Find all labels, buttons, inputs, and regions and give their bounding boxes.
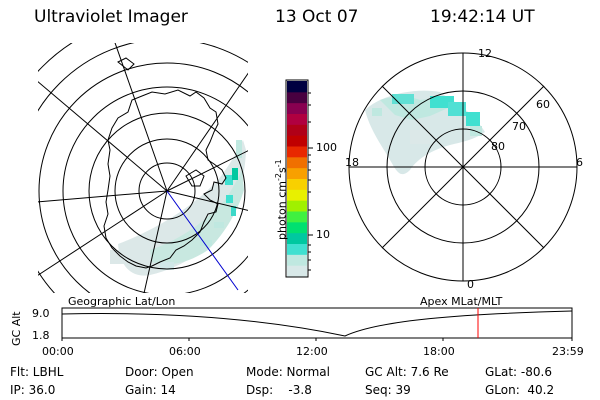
altitude-ytick-high: 9.0 — [32, 307, 50, 320]
colorbar-cell — [287, 200, 307, 212]
colorbar-cell — [287, 254, 307, 266]
time-tick-0000: 00:00 — [42, 345, 74, 358]
coastline — [103, 89, 227, 269]
colorbar — [285, 79, 313, 278]
colorbar-cell — [287, 167, 307, 179]
polar-map — [348, 52, 578, 282]
colorbar-cell — [287, 243, 307, 255]
time-tick-2359: 23:59 — [552, 345, 584, 358]
time-tick-0600: 06:00 — [169, 345, 201, 358]
right-image-data — [365, 90, 485, 175]
status-gain: Gain: 14 — [125, 383, 176, 397]
status-seq: Seq: 39 — [365, 383, 411, 397]
time-tick-1200: 12:00 — [296, 345, 328, 358]
colorbar-tick-100: 100 — [316, 141, 337, 154]
left-lat-arcs — [38, 43, 248, 293]
colorbar-cell — [287, 113, 307, 125]
mlt-lines — [349, 53, 577, 281]
colorbar-cell — [287, 102, 307, 114]
status-dsp: Dsp: -3.8 — [246, 383, 312, 397]
colorbar-tick-10: 10 — [316, 228, 330, 241]
altitude-curve — [61, 310, 573, 337]
altitude-ylabel: GC Alt — [10, 311, 23, 346]
colorbar-cell — [287, 135, 307, 147]
colorbar-unit: photon cm-2s-1 — [274, 159, 289, 240]
mlat-label-80: 80 — [491, 140, 505, 153]
altitude-ytick-low: 1.8 — [32, 329, 50, 342]
mlt-label-6: 6 — [576, 156, 583, 169]
left-image-data — [110, 140, 246, 276]
mlt-label-18: 18 — [345, 156, 359, 169]
colorbar-cell — [287, 232, 307, 244]
altitude-strip — [61, 307, 573, 341]
instrument-title: Ultraviolet Imager — [34, 7, 188, 27]
colorbar-cell — [287, 156, 307, 169]
colorbar-cell — [287, 189, 307, 201]
mlt-label-12: 12 — [478, 47, 492, 60]
status-mode: Mode: Normal — [246, 365, 330, 379]
left-meridians — [38, 43, 248, 293]
geographic-map — [38, 43, 248, 293]
left-map-label: Geographic Lat/Lon — [68, 295, 176, 308]
colorbar-cell — [287, 221, 307, 234]
time-tick-1800: 18:00 — [423, 345, 455, 358]
colorbar-cell — [287, 146, 307, 158]
colorbar-cell — [287, 91, 307, 104]
colorbar-cell — [287, 81, 307, 93]
mlat-label-70: 70 — [512, 120, 526, 133]
sun-direction-line — [166, 190, 239, 291]
colorbar-cell — [287, 211, 307, 223]
date-label: 13 Oct 07 — [275, 7, 359, 27]
right-map-label: Apex MLat/MLT — [420, 295, 503, 308]
status-gc-alt: GC Alt: 7.6 Re — [365, 365, 449, 379]
status-ip: IP: 36.0 — [10, 383, 56, 397]
status-glon: GLon: 40.2 — [485, 383, 555, 397]
status-filter: Flt: LBHL — [10, 365, 64, 379]
colorbar-cell — [287, 124, 307, 136]
mlat-label-60: 60 — [536, 98, 550, 111]
mlt-label-0: 0 — [467, 278, 474, 291]
colorbar-cell — [287, 265, 307, 277]
time-label: 19:42:14 UT — [430, 7, 535, 27]
status-glat: GLat: -80.6 — [485, 365, 552, 379]
status-door: Door: Open — [125, 365, 194, 379]
colorbar-cell — [287, 178, 307, 190]
